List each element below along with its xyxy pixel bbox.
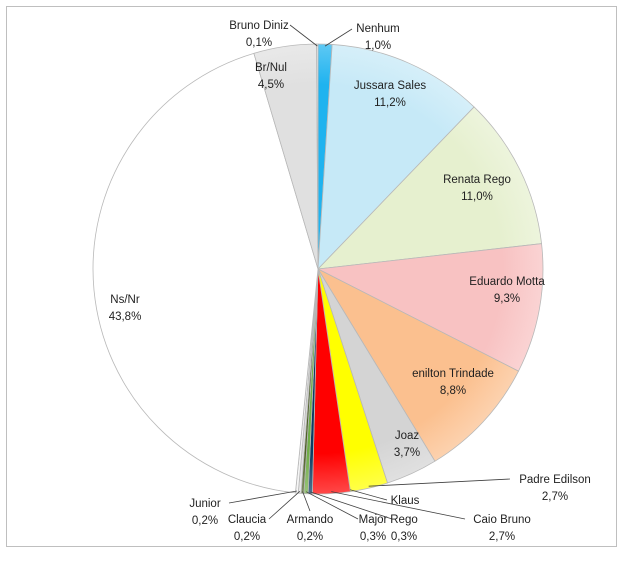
slice-value-rego: 0,3% (391, 531, 417, 543)
slice-value-eduardo-motta: 9,3% (494, 293, 520, 305)
slice-label-caio-bruno: Caio Bruno (473, 514, 531, 526)
leader-line-caio-bruno (331, 491, 466, 520)
leader-line-bruno-diniz (289, 24, 318, 47)
leader-line-padre-edilson (368, 478, 511, 487)
slice-value-joaz: 3,7% (394, 447, 420, 459)
slice-value-caio-bruno: 2,7% (489, 531, 515, 543)
pie-slice-renata-rego (316, 106, 543, 270)
slice-label-br-nul: Br/Nul (255, 62, 287, 74)
slice-value-enilton-trindade: 8,8% (440, 385, 466, 397)
slice-value-renata-rego: 11,0% (461, 191, 493, 203)
slice-label-major: Major (359, 514, 388, 526)
slice-label-claucia: Claucia (228, 514, 267, 526)
slice-value-armando: 0,2% (297, 531, 323, 543)
slice-label-ns-nr: Ns/Nr (110, 294, 140, 306)
slice-label-enilton-trindade: enilton Trindade (412, 368, 494, 380)
leader-line-major (305, 491, 359, 520)
slice-label-eduardo-motta: Eduardo Motta (469, 276, 545, 288)
slice-label-nenhum: Nenhum (356, 23, 399, 35)
leader-line-junior (228, 490, 298, 504)
leader-line-nenhum (324, 28, 353, 47)
slice-value-padre-edilson: 2,7% (542, 491, 568, 503)
leader-line-claucia (268, 491, 301, 520)
slice-label-joaz: Joaz (395, 430, 420, 442)
slice-value-major: 0,3% (360, 531, 386, 543)
slice-label-bruno-diniz: Bruno Diniz (229, 20, 289, 32)
slice-label-padre-edilson: Padre Edilson (519, 474, 591, 486)
slice-label-klaus: Klaus (391, 495, 420, 507)
slice-label-armando: Armando (287, 514, 334, 526)
pie-slice-enilton-trindade (316, 268, 520, 462)
slice-label-junior: Junior (189, 498, 220, 510)
slice-value-junior: 0,2% (192, 515, 218, 527)
pie-slice-jussara-sales (317, 44, 475, 271)
slice-value-bruno-diniz: 0,1% (246, 37, 272, 49)
slice-value-jussara-sales: 11,2% (374, 97, 406, 109)
leader-line-klaus (349, 489, 388, 501)
leader-line-rego (310, 491, 393, 520)
slice-label-jussara-sales: Jussara Sales (354, 80, 426, 92)
slice-value-ns-nr: 43,8% (109, 311, 142, 323)
pie-slice-ns-nr (92, 52, 319, 494)
pie-chart: Nenhum 1,0% Jussara Sales 11,2% Renata Rego 1… (92, 20, 591, 543)
slice-value-br-nul: 4,5% (258, 79, 284, 91)
pie-slice-eduardo-motta (316, 243, 544, 372)
slice-value-claucia: 0,2% (234, 531, 260, 543)
slice-label-rego: Rego (390, 514, 418, 526)
slice-value-nenhum: 1,0% (365, 40, 391, 52)
slice-label-renata-rego: Renata Rego (443, 174, 511, 186)
pie-slice-bruno-diniz (316, 43, 319, 270)
chart-frame: Nenhum 1,0% Jussara Sales 11,2% Renata Rego 1… (6, 6, 617, 547)
leader-line-armando (302, 491, 311, 512)
